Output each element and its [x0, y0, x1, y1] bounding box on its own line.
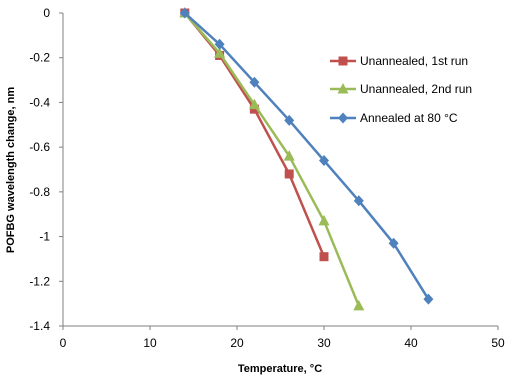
x-tick-label: 0: [60, 336, 67, 350]
data-point: [284, 169, 294, 179]
series-line: [183, 12, 360, 307]
y-axis-title: POFBG wavelength change, nm: [5, 87, 17, 253]
data-point: [248, 98, 260, 110]
data-point: [319, 252, 329, 262]
data-point: [319, 155, 329, 167]
data-point: [284, 114, 295, 126]
legend-entry: Unannealed, 1st run: [330, 54, 468, 68]
legend-label: Annealed at 80 °C: [360, 111, 458, 125]
y-tick-label: -0.6: [29, 140, 50, 154]
y-tick-label: -0.2: [29, 51, 50, 65]
y-tick-label: -0.4: [29, 95, 50, 109]
data-point: [353, 299, 365, 311]
y-tick-label: -1: [39, 230, 50, 244]
data-point: [388, 237, 399, 249]
legend-marker: [337, 83, 349, 94]
data-point: [318, 214, 330, 226]
legend-label: Unannealed, 2nd run: [360, 82, 472, 96]
legend-marker: [338, 56, 348, 66]
series-3: [179, 7, 434, 305]
data-point: [214, 47, 226, 58]
y-tick-label: -0.8: [29, 185, 50, 199]
x-tick-label: 20: [230, 336, 244, 350]
ticks: 0 10 20 30 40 50 0 -0.2 -0.4 -0.6 -0.8 -1 -1.2 -1.4: [29, 6, 505, 350]
x-tick-label: 10: [143, 336, 157, 350]
legend: Unannealed, 1st run Unannealed, 2nd run An…: [330, 54, 472, 125]
series: [179, 7, 434, 311]
series-line: [183, 12, 430, 300]
y-tick-label: 0: [43, 6, 50, 20]
data-point: [179, 7, 190, 19]
y-tick-label: -1.4: [29, 319, 50, 333]
x-tick-label: 50: [491, 336, 505, 350]
legend-entry: Unannealed, 2nd run: [330, 82, 472, 96]
data-point: [249, 76, 260, 88]
axes: [62, 13, 498, 327]
x-tick-label: 40: [404, 336, 418, 350]
data-point: [214, 38, 225, 50]
series-1: [180, 8, 329, 262]
series-2: [179, 7, 365, 311]
data-point: [283, 150, 295, 161]
data-point: [353, 195, 364, 207]
x-tick-label: 30: [317, 336, 331, 350]
y-tick-label: -1.2: [29, 274, 50, 288]
data-point: [423, 293, 434, 305]
legend-marker: [338, 112, 348, 124]
legend-label: Unannealed, 1st run: [360, 54, 468, 68]
x-axis-title: Temperature, °C: [238, 363, 322, 375]
legend-entry: Annealed at 80 °C: [330, 111, 458, 125]
